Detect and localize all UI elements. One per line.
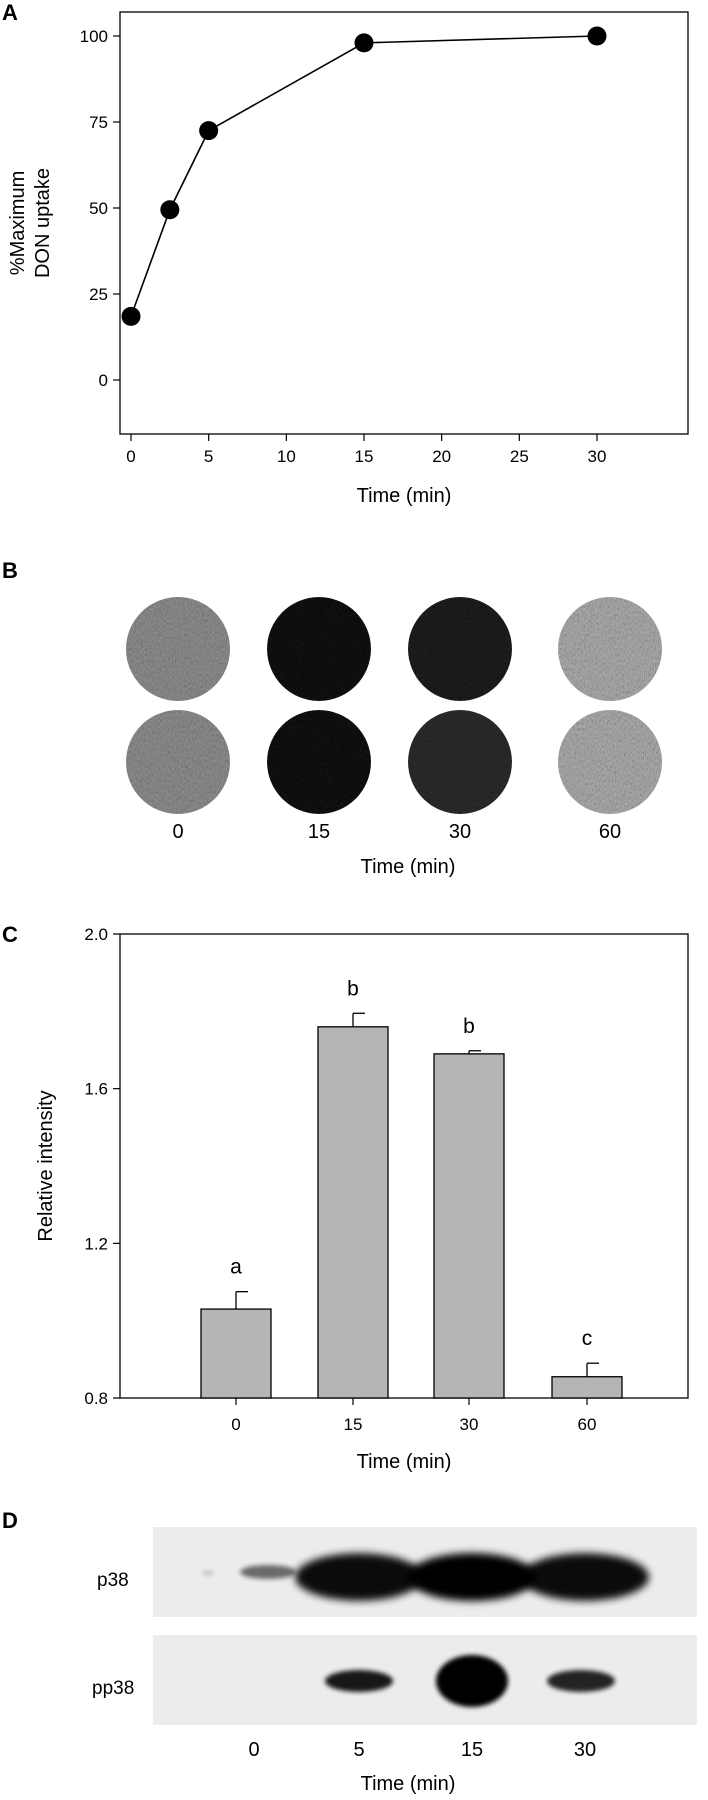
plot-frame-a	[119, 11, 689, 435]
y-axis-ticks-c: 0.8 1.2 1.6 2.0	[84, 925, 120, 1408]
bars-c: a b b c	[200, 977, 623, 1399]
y-tick-label-a: 50	[89, 199, 108, 218]
x-axis-label-b: Time (min)	[361, 856, 456, 878]
dot-blot-time-label: 60	[599, 821, 621, 843]
blot-bands	[202, 1553, 649, 1707]
y-tick-label-c: 2.0	[84, 925, 108, 944]
dot-blot-spots	[126, 597, 662, 814]
x-axis-ticks-c: 0 15 30 60	[231, 1398, 596, 1434]
dot-blot-spot	[267, 597, 371, 701]
blot-time-label: 30	[574, 1739, 596, 1761]
x-axis-label-a: Time (min)	[357, 485, 452, 507]
bar-c	[433, 1053, 505, 1399]
y-axis-ticks-a: 0 25 50 75 100	[80, 27, 120, 390]
data-points-a	[121, 26, 607, 326]
blot-row-label-p38: p38	[97, 1570, 129, 1591]
x-tick-label-c: 0	[231, 1415, 240, 1434]
blot-time-labels: 0 5 15 30	[248, 1739, 596, 1761]
dot-blot-spot	[558, 710, 662, 814]
panel-d: D p38 pp38 0 5 15 30 Time (min)	[2, 1508, 697, 1795]
panel-letter-d: D	[2, 1508, 18, 1533]
blot-band-p38	[521, 1553, 649, 1601]
data-line-a	[130, 35, 598, 317]
data-point-a	[199, 121, 219, 141]
panel-a: A 0 5 10 15 20 25 30 0 25 50 75 100 Time (min) %Ma…	[2, 0, 689, 507]
panel-letter-c: C	[2, 922, 18, 947]
bar-c	[317, 1026, 389, 1399]
dot-blot-spot	[126, 597, 230, 701]
blot-band-pp38	[325, 1670, 393, 1692]
panel-b: B 0 15 30 60 Time (min)	[2, 558, 662, 878]
blot-time-label: 15	[461, 1739, 483, 1761]
significance-letter-c: a	[230, 1256, 242, 1279]
y-tick-label-c: 1.6	[84, 1080, 108, 1099]
blot-time-label: 0	[248, 1739, 259, 1761]
x-tick-label-a: 20	[432, 447, 451, 466]
y-tick-label-a: 100	[80, 27, 108, 46]
y-tick-label-c: 1.2	[84, 1234, 108, 1253]
dot-blot-time-label: 15	[308, 821, 330, 843]
x-tick-label-a: 5	[204, 447, 213, 466]
blot-time-label: 5	[353, 1739, 364, 1761]
blot-band-pp38	[547, 1670, 615, 1692]
y-tick-label-c: 0.8	[84, 1389, 108, 1408]
plot-frame-c	[119, 933, 689, 1399]
dot-blot-time-labels: 0 15 30 60	[172, 821, 621, 843]
bar-c	[200, 1308, 272, 1399]
blot-band-p38	[408, 1553, 536, 1601]
y-tick-label-a: 75	[89, 113, 108, 132]
blot-band-pp38	[436, 1655, 508, 1707]
x-tick-label-a: 25	[510, 447, 529, 466]
significance-letter-c: b	[463, 1015, 475, 1038]
dot-blot-spot	[126, 710, 230, 814]
bar-c	[551, 1376, 623, 1399]
dot-blot-time-label: 0	[172, 821, 183, 843]
x-tick-label-a: 10	[277, 447, 296, 466]
x-tick-label-c: 15	[344, 1415, 363, 1434]
dot-blot-spot	[558, 597, 662, 701]
data-point-a	[160, 200, 180, 220]
y-tick-label-a: 25	[89, 285, 108, 304]
x-tick-label-a: 0	[126, 447, 135, 466]
y-axis-label-a-line1: %Maximum	[7, 171, 29, 275]
blot-row-label-pp38: pp38	[92, 1678, 134, 1699]
dot-blot-spot	[408, 597, 512, 701]
y-axis-label-a-line2: DON uptake	[32, 168, 54, 278]
blot-band-p38	[295, 1553, 423, 1601]
x-tick-label-a: 30	[588, 447, 607, 466]
dot-blot-spot	[408, 710, 512, 814]
data-point-a	[587, 26, 607, 46]
blot-band-p38	[202, 1570, 214, 1576]
y-axis-label-c: Relative intensity	[35, 1090, 57, 1241]
significance-letter-c: c	[582, 1327, 593, 1350]
panel-c: C a b b c 0 15 30 60 0.8 1.2 1.6 2.0 Time (min) R…	[2, 922, 689, 1473]
panel-letter-a: A	[2, 0, 18, 25]
y-tick-label-a: 0	[99, 371, 108, 390]
x-tick-label-c: 30	[460, 1415, 479, 1434]
dot-blot-spot	[267, 710, 371, 814]
blot-strip-pp38	[153, 1635, 697, 1725]
x-axis-ticks-a: 0 5 10 15 20 25 30	[126, 434, 606, 466]
dot-blot-time-label: 30	[449, 821, 471, 843]
significance-letter-c: b	[347, 977, 359, 1000]
x-axis-label-c: Time (min)	[357, 1451, 452, 1473]
x-axis-label-d: Time (min)	[361, 1773, 456, 1795]
x-tick-label-a: 15	[355, 447, 374, 466]
data-point-a	[121, 306, 141, 326]
x-tick-label-c: 60	[578, 1415, 597, 1434]
panel-letter-b: B	[2, 558, 18, 583]
y-axis-label-a: %Maximum DON uptake	[7, 168, 54, 278]
data-point-a	[354, 33, 374, 53]
blot-band-p38	[240, 1565, 296, 1579]
